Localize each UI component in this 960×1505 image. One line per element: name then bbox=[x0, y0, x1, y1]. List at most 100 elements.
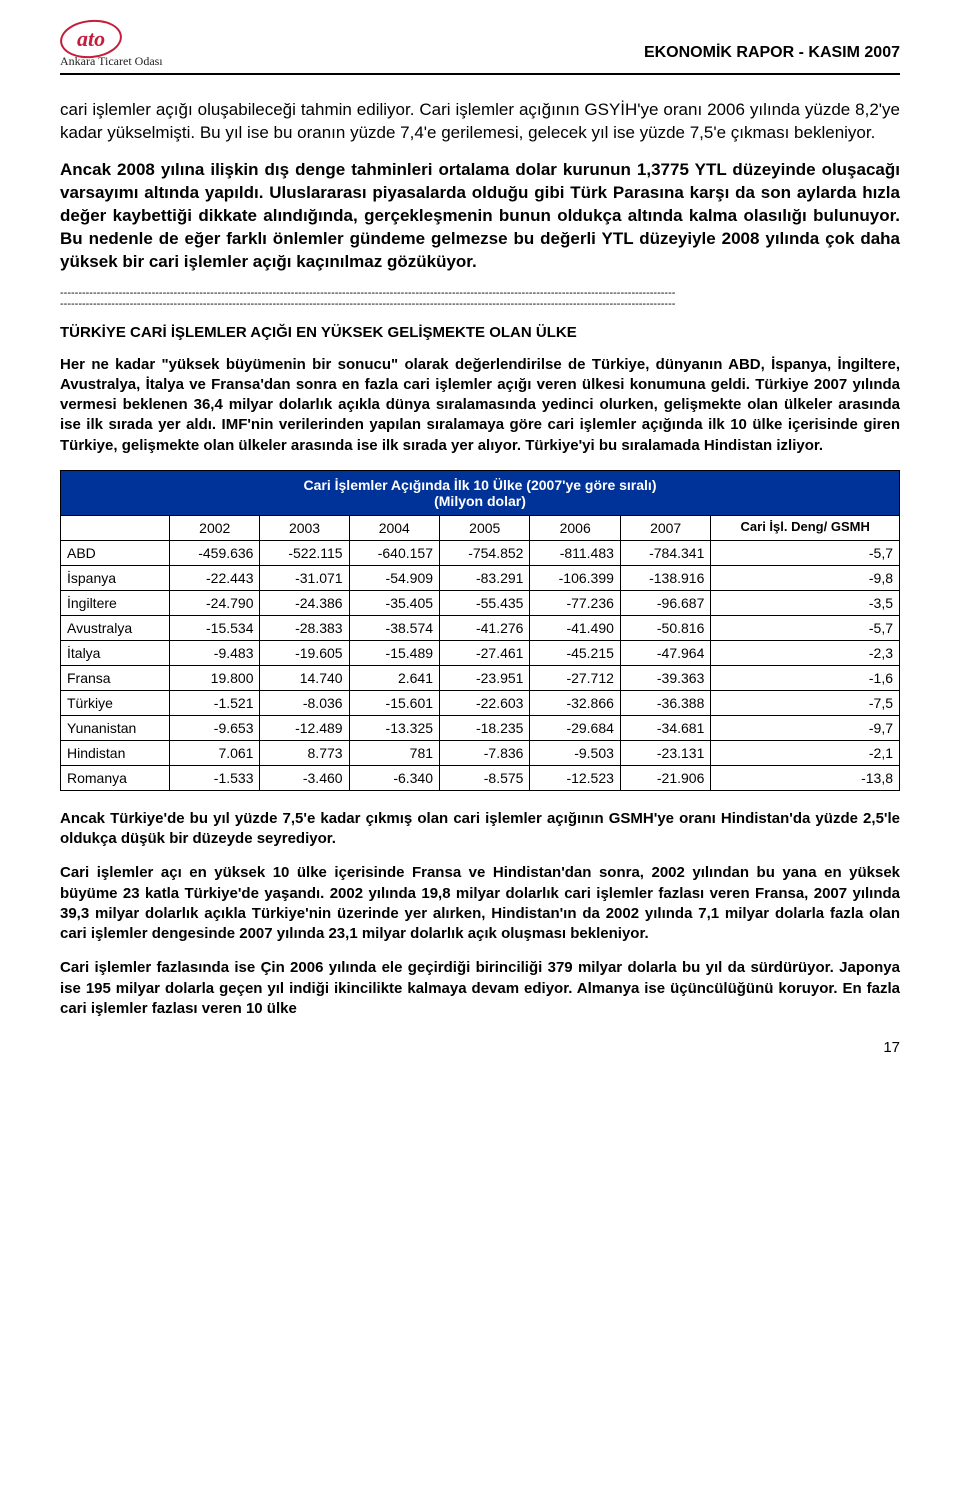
table-col-2004: 2004 bbox=[349, 515, 439, 540]
row-label: ABD bbox=[61, 540, 170, 565]
paragraph-3: Her ne kadar "yüksek büyümenin bir sonuc… bbox=[60, 355, 900, 456]
cell: 2.641 bbox=[349, 665, 439, 690]
cell: -54.909 bbox=[349, 565, 439, 590]
cell: -77.236 bbox=[530, 590, 620, 615]
cell: -39.363 bbox=[620, 665, 710, 690]
cell: -138.916 bbox=[620, 565, 710, 590]
cell: -9.503 bbox=[530, 740, 620, 765]
cell: -31.071 bbox=[260, 565, 349, 590]
table-top10: Cari İşlemler Açığında İlk 10 Ülke (2007… bbox=[60, 470, 900, 791]
table-row: Hindistan7.0618.773781-7.836-9.503-23.13… bbox=[61, 740, 900, 765]
table-row: Avustralya-15.534-28.383-38.574-41.276-4… bbox=[61, 615, 900, 640]
row-label: İngiltere bbox=[61, 590, 170, 615]
logo-block: ato bbox=[60, 20, 122, 58]
cell: -15.601 bbox=[349, 690, 439, 715]
separator-dashes-2: ----------------------------------------… bbox=[60, 299, 900, 310]
row-label: Türkiye bbox=[61, 690, 170, 715]
cell: -45.215 bbox=[530, 640, 620, 665]
table: Cari İşlemler Açığında İlk 10 Ülke (2007… bbox=[60, 470, 900, 791]
row-label: Fransa bbox=[61, 665, 170, 690]
cell: -12.523 bbox=[530, 765, 620, 790]
cell: -12.489 bbox=[260, 715, 349, 740]
cell: 14.740 bbox=[260, 665, 349, 690]
cell: -640.157 bbox=[349, 540, 439, 565]
table-row: ABD-459.636-522.115-640.157-754.852-811.… bbox=[61, 540, 900, 565]
cell: -3.460 bbox=[260, 765, 349, 790]
cell: -38.574 bbox=[349, 615, 439, 640]
cell: -13,8 bbox=[711, 765, 900, 790]
cell: -522.115 bbox=[260, 540, 349, 565]
cell: 7.061 bbox=[170, 740, 260, 765]
header-divider bbox=[60, 73, 900, 75]
row-label: İspanya bbox=[61, 565, 170, 590]
cell: -83.291 bbox=[440, 565, 530, 590]
cell: -106.399 bbox=[530, 565, 620, 590]
cell: -21.906 bbox=[620, 765, 710, 790]
cell: -5,7 bbox=[711, 615, 900, 640]
cell: -1,6 bbox=[711, 665, 900, 690]
cell: -5,7 bbox=[711, 540, 900, 565]
page-number: 17 bbox=[60, 1039, 900, 1056]
cell: -9.483 bbox=[170, 640, 260, 665]
section-title: TÜRKİYE CARİ İŞLEMLER AÇIĞI EN YÜKSEK GE… bbox=[60, 324, 900, 341]
cell: -36.388 bbox=[620, 690, 710, 715]
cell: -29.684 bbox=[530, 715, 620, 740]
cell: -2,3 bbox=[711, 640, 900, 665]
cell: -459.636 bbox=[170, 540, 260, 565]
table-title-line2: (Milyon dolar) bbox=[434, 493, 526, 509]
table-col-2003: 2003 bbox=[260, 515, 349, 540]
table-body: ABD-459.636-522.115-640.157-754.852-811.… bbox=[61, 540, 900, 790]
doc-title: EKONOMİK RAPOR - KASIM 2007 bbox=[644, 20, 900, 62]
cell: -34.681 bbox=[620, 715, 710, 740]
table-col-blank bbox=[61, 515, 170, 540]
paragraph-6: Cari işlemler fazlasında ise Çin 2006 yı… bbox=[60, 958, 900, 1019]
cell: 781 bbox=[349, 740, 439, 765]
cell: -9.653 bbox=[170, 715, 260, 740]
cell: -8.036 bbox=[260, 690, 349, 715]
cell: 8.773 bbox=[260, 740, 349, 765]
table-row: İspanya-22.443-31.071-54.909-83.291-106.… bbox=[61, 565, 900, 590]
table-col-2002: 2002 bbox=[170, 515, 260, 540]
cell: -15.489 bbox=[349, 640, 439, 665]
cell: -19.605 bbox=[260, 640, 349, 665]
paragraph-2-bold: Ancak 2008 yılına ilişkin dış denge tahm… bbox=[60, 159, 900, 274]
row-label: İtalya bbox=[61, 640, 170, 665]
cell: -22.443 bbox=[170, 565, 260, 590]
paragraph-5: Cari işlemler açı en yüksek 10 ülke içer… bbox=[60, 863, 900, 944]
table-col-2007: 2007 bbox=[620, 515, 710, 540]
cell: -811.483 bbox=[530, 540, 620, 565]
cell: -22.603 bbox=[440, 690, 530, 715]
cell: -754.852 bbox=[440, 540, 530, 565]
table-title-line1: Cari İşlemler Açığında İlk 10 Ülke (2007… bbox=[304, 477, 657, 493]
cell: -7,5 bbox=[711, 690, 900, 715]
table-col-2006: 2006 bbox=[530, 515, 620, 540]
cell: -8.575 bbox=[440, 765, 530, 790]
row-label: Avustralya bbox=[61, 615, 170, 640]
table-header-row: 2002 2003 2004 2005 2006 2007 Cari İşl. … bbox=[61, 515, 900, 540]
table-col-2005: 2005 bbox=[440, 515, 530, 540]
cell: -2,1 bbox=[711, 740, 900, 765]
table-row: Yunanistan-9.653-12.489-13.325-18.235-29… bbox=[61, 715, 900, 740]
cell: -15.534 bbox=[170, 615, 260, 640]
table-row: Fransa19.80014.7402.641-23.951-27.712-39… bbox=[61, 665, 900, 690]
cell: -3,5 bbox=[711, 590, 900, 615]
table-row: İtalya-9.483-19.605-15.489-27.461-45.215… bbox=[61, 640, 900, 665]
cell: -41.490 bbox=[530, 615, 620, 640]
cell: -50.816 bbox=[620, 615, 710, 640]
cell: -24.790 bbox=[170, 590, 260, 615]
row-label: Romanya bbox=[61, 765, 170, 790]
separator-dashes-1: ----------------------------------------… bbox=[60, 288, 900, 299]
cell: -32.866 bbox=[530, 690, 620, 715]
paragraph-4: Ancak Türkiye'de bu yıl yüzde 7,5'e kada… bbox=[60, 809, 900, 850]
cell: -27.712 bbox=[530, 665, 620, 690]
logo-text: ato bbox=[77, 26, 105, 52]
cell: -6.340 bbox=[349, 765, 439, 790]
cell: -96.687 bbox=[620, 590, 710, 615]
cell: -23.951 bbox=[440, 665, 530, 690]
cell: -1.521 bbox=[170, 690, 260, 715]
table-col-ratio: Cari İşl. Deng/ GSMH bbox=[711, 515, 900, 540]
cell: -27.461 bbox=[440, 640, 530, 665]
paragraph-1: cari işlemler açığı oluşabileceği tahmin… bbox=[60, 99, 900, 145]
cell: -9,7 bbox=[711, 715, 900, 740]
table-row: İngiltere-24.790-24.386-35.405-55.435-77… bbox=[61, 590, 900, 615]
